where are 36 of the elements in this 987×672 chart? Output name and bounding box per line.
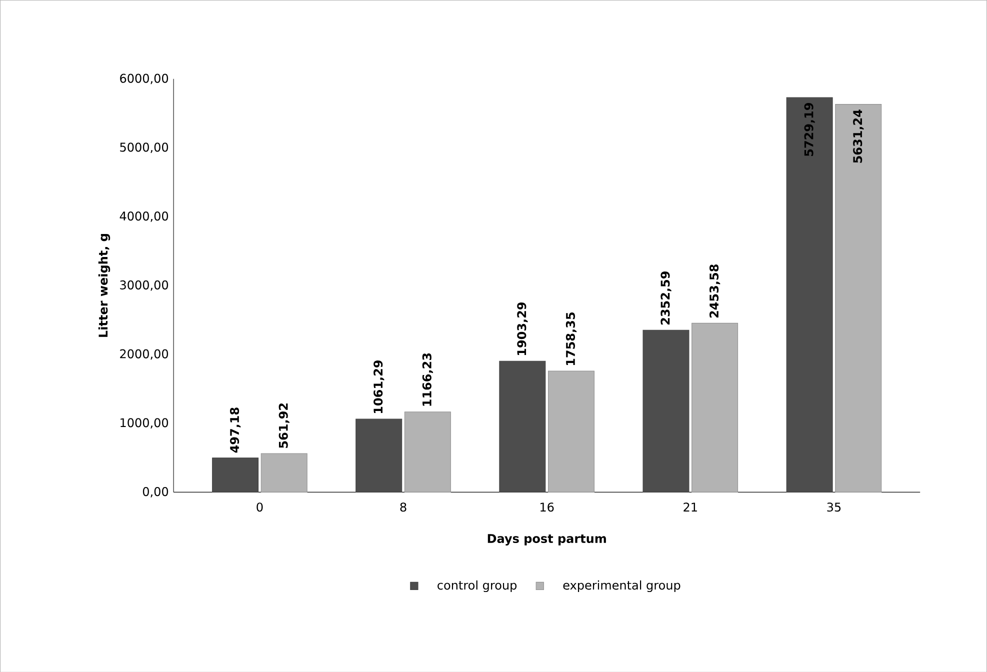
x-axis-title: Days post partum — [488, 534, 606, 546]
y-tick-label: 2000,00 — [120, 349, 168, 360]
x-tick-label: 21 — [684, 502, 697, 512]
bar — [499, 360, 546, 492]
bar — [642, 330, 690, 492]
data-label: 1903,29 — [517, 302, 528, 355]
legend-label: control group — [438, 580, 517, 592]
bar — [548, 370, 594, 492]
bar — [692, 322, 738, 492]
bar — [786, 97, 833, 492]
data-label: 1758,35 — [566, 312, 577, 365]
bar — [835, 104, 882, 492]
bar — [212, 457, 259, 492]
data-label: 497,18 — [230, 407, 241, 452]
data-label: 1061,29 — [374, 360, 384, 413]
y-tick-label: 0,00 — [142, 486, 168, 498]
data-label: 561,92 — [278, 403, 290, 448]
x-tick-label: 35 — [827, 502, 841, 512]
x-tick-label: 8 — [400, 502, 406, 512]
y-tick-label: 4000,00 — [120, 211, 168, 222]
bar — [356, 418, 402, 492]
data-label: 5729,19 — [804, 102, 815, 156]
y-tick-label: 6000,00 — [120, 74, 168, 84]
data-label: 2453,58 — [709, 264, 720, 318]
y-tick-label: 5000,00 — [120, 142, 168, 153]
data-label: 5631,24 — [853, 109, 864, 163]
y-axis-title: Litter weight, g — [98, 234, 110, 337]
x-tick-label: 0 — [256, 502, 263, 512]
bar — [404, 411, 451, 492]
y-tick-label: 3000,00 — [120, 280, 168, 290]
y-tick-label: 1000,00 — [120, 418, 168, 428]
x-tick-label: 16 — [540, 502, 554, 512]
legend-label: experimental group — [563, 580, 680, 592]
bar — [260, 452, 308, 492]
data-label: 1166,23 — [422, 353, 433, 406]
data-label: 2352,59 — [660, 271, 672, 324]
